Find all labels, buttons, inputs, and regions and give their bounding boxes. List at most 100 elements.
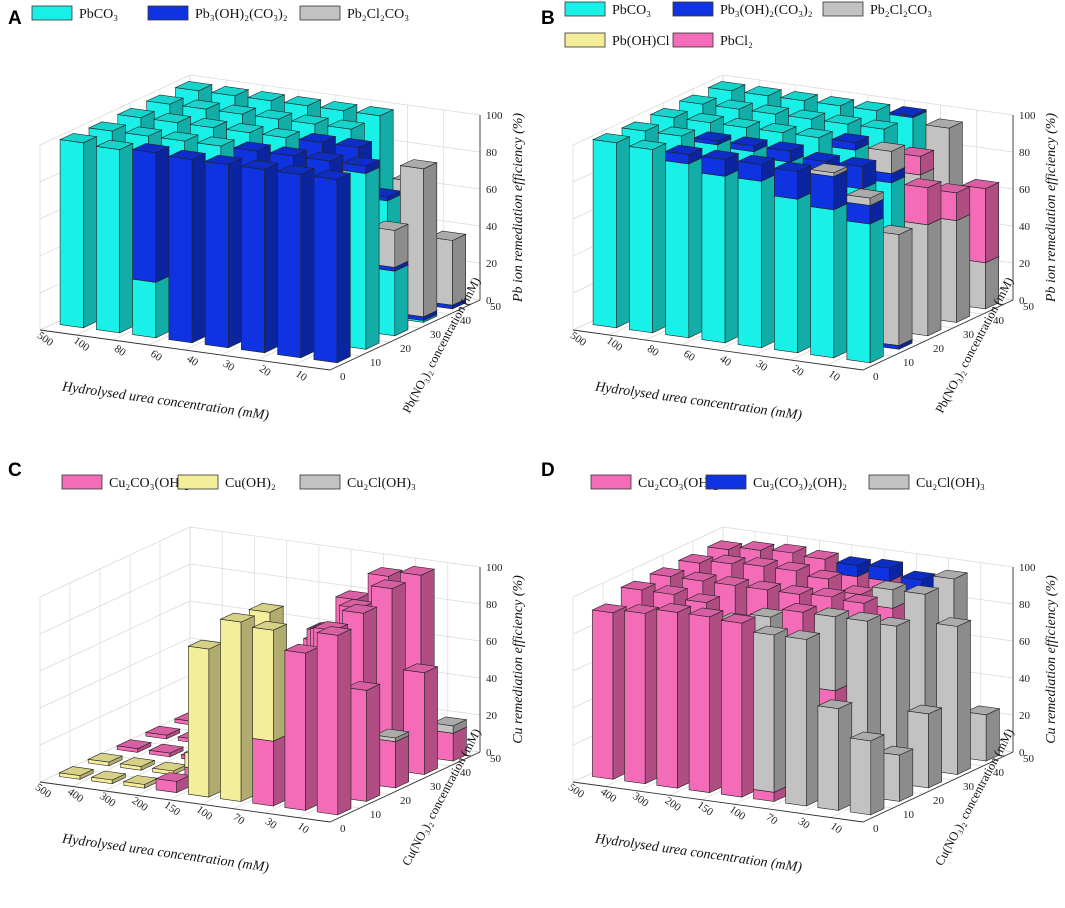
x-tick-label: 500 — [568, 330, 589, 350]
bar-segment — [148, 743, 185, 758]
y-tick-label: 40 — [460, 315, 472, 327]
x-tick-label: 20 — [257, 363, 273, 379]
y-axis-line — [329, 751, 481, 823]
bar-segment — [240, 159, 279, 354]
legend-label: Cu(OH)₂ — [225, 476, 276, 491]
x-tick-label: 200 — [130, 795, 151, 815]
legend-label: Pb(OH)Cl — [612, 34, 670, 49]
legend-swatch — [299, 5, 341, 21]
panel-letter: B — [541, 8, 555, 29]
x-tick-label: 30 — [754, 358, 770, 374]
bars — [592, 81, 1000, 364]
z-tick-label: 0 — [486, 295, 492, 307]
bar — [240, 159, 279, 354]
panel-letter: D — [541, 460, 555, 481]
legend-label: Cu₂CO₃(OH)₂ — [638, 476, 718, 491]
z-axis-title: Pb ion remediation efficiency (%) — [511, 113, 526, 304]
bar-segment — [90, 770, 127, 785]
x-axis-title: Hydrolysed urea concentration (mM) — [593, 379, 803, 423]
bar — [116, 739, 152, 753]
legend-item: Cu₂CO₃(OH)₂ — [590, 474, 718, 491]
z-tick-label: 60 — [1019, 184, 1031, 196]
x-tick-label: 70 — [231, 811, 247, 827]
y-tick-label: 40 — [460, 767, 472, 779]
bar — [700, 149, 740, 344]
y-axis-line — [862, 751, 1014, 823]
bar-segment — [155, 772, 191, 794]
bar-segment — [251, 620, 288, 742]
axes — [572, 115, 1014, 371]
bar-segment — [845, 214, 885, 364]
legend-item: Pb(OH)Cl — [564, 32, 670, 49]
x-tick-label: 70 — [764, 811, 780, 827]
z-tick-label: 40 — [486, 673, 498, 685]
bar-segment — [655, 603, 692, 789]
x-tick-label: 30 — [263, 816, 279, 832]
axes — [572, 567, 1014, 823]
bar — [402, 663, 439, 775]
bar — [155, 772, 191, 794]
legend-swatch — [299, 474, 341, 490]
z-axis-title: Cu remediation efficiency (%) — [511, 575, 526, 744]
z-tick-label: 60 — [486, 184, 498, 196]
z-tick-label: 100 — [486, 110, 503, 122]
bar — [251, 620, 288, 807]
bar-segment — [845, 188, 885, 206]
z-axis-title: Cu remediation efficiency (%) — [1044, 575, 1059, 744]
bar-segment — [283, 643, 320, 811]
y-tick-label: 30 — [963, 781, 975, 793]
bar-segment — [809, 163, 849, 177]
y-tick-label: 10 — [903, 357, 915, 369]
x-tick-label: 500 — [566, 781, 587, 801]
z-axis-title: Pb ion remediation efficiency (%) — [1044, 113, 1059, 304]
bar — [849, 731, 886, 816]
x-tick-label: 60 — [681, 348, 697, 364]
legend-swatch — [590, 474, 632, 490]
bar-segment — [903, 178, 943, 226]
bar-segment — [623, 604, 660, 785]
bar — [655, 603, 692, 789]
bar-segment — [765, 141, 805, 163]
bar — [87, 752, 124, 767]
bar — [95, 139, 134, 334]
z-tick-label: 40 — [486, 221, 498, 233]
legend-swatch — [564, 1, 606, 17]
x-tick-label: 100 — [727, 804, 748, 824]
x-tick-label: 100 — [604, 335, 625, 355]
bar-segment — [664, 154, 704, 339]
legend-item: PbCO₃ — [564, 1, 651, 18]
bar-segment — [693, 131, 732, 146]
y-tick-label: 20 — [933, 795, 945, 807]
bar-segment — [867, 141, 906, 175]
bar — [59, 133, 98, 329]
x-tick-label: 500 — [35, 330, 56, 350]
z-tick-label: 0 — [486, 747, 492, 759]
x-axis-line — [39, 329, 331, 371]
z-tick-label: 60 — [1019, 636, 1031, 648]
y-tick-label: 50 — [1023, 753, 1035, 765]
bars — [58, 565, 468, 816]
bar-segment — [402, 663, 439, 775]
bar — [90, 770, 127, 785]
legend-label: PbCO₃ — [79, 7, 118, 22]
panel-letter: A — [8, 8, 22, 29]
bar — [312, 169, 352, 364]
bar-segment — [752, 625, 789, 793]
bar — [131, 143, 171, 339]
bar-segment — [700, 166, 740, 344]
legend-swatch — [61, 474, 103, 490]
legend-swatch — [672, 32, 714, 48]
z-tick-label: 0 — [1019, 295, 1025, 307]
bar-segment — [167, 149, 207, 344]
bars — [59, 81, 467, 364]
bar — [204, 154, 243, 349]
y-tick-label: 10 — [370, 357, 382, 369]
y-tick-label: 30 — [430, 329, 442, 341]
legend-label: PbCl₂ — [720, 34, 753, 49]
z-tick-label: 100 — [486, 562, 503, 574]
bar-segment — [773, 161, 812, 200]
x-tick-label: 400 — [598, 786, 619, 806]
x-tick-label: 10 — [293, 368, 309, 384]
